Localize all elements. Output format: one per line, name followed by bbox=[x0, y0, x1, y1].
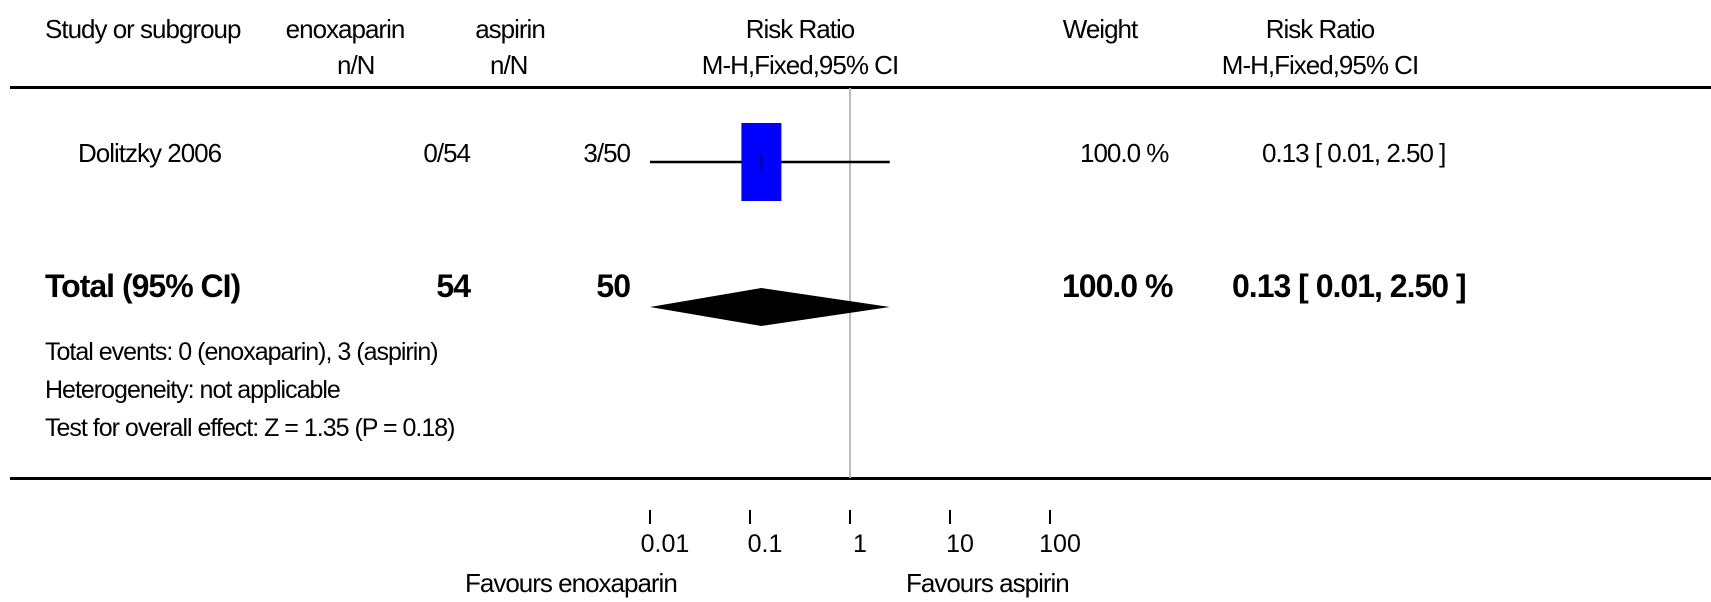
footer-rule bbox=[10, 477, 1711, 480]
header-aspirin: aspirin bbox=[475, 14, 546, 44]
total-events: Total events: 0 (enoxaparin), 3 (aspirin… bbox=[45, 338, 439, 366]
study-name: Dolitzky 2006 bbox=[78, 138, 222, 168]
axis-tick-label: 0.1 bbox=[748, 530, 783, 558]
header-risk-ratio: Risk Ratio bbox=[745, 14, 855, 44]
header-study: Study or subgroup bbox=[45, 14, 241, 44]
total-ci-high: 2.50 bbox=[1389, 268, 1449, 304]
axis-tick-label: 0.01 bbox=[641, 530, 690, 558]
overall-effect-test: Test for overall effect: Z = 1.35 (P = 0… bbox=[45, 414, 455, 442]
header-enoxaparin-nn: n/N bbox=[337, 50, 375, 80]
header-risk-ratio-2-method: M-H,Fixed,95% CI bbox=[1221, 50, 1419, 80]
total-label: Total (95% CI) bbox=[45, 268, 241, 304]
axis-tick-label: 100 bbox=[1039, 530, 1081, 558]
header-risk-ratio-2: Risk Ratio bbox=[1265, 14, 1375, 44]
header-risk-ratio-method: M-H,Fixed,95% CI bbox=[701, 50, 899, 80]
axis-tick-label: 10 bbox=[946, 530, 974, 558]
study-aspirin-count: 3/50 bbox=[583, 138, 631, 168]
study-enoxaparin-count: 0/54 bbox=[423, 138, 471, 168]
header-weight: Weight bbox=[1062, 14, 1138, 44]
pooled-diamond bbox=[650, 288, 890, 326]
axis-tick-label: 1 bbox=[853, 530, 867, 558]
total-weight: 100.0 % bbox=[1062, 268, 1173, 304]
total-risk-ratio-ci: 0.13 [ 0.01, 2.50 ] bbox=[1232, 268, 1467, 304]
favours-enoxaparin-label: Favours enoxaparin bbox=[465, 568, 678, 598]
favours-aspirin-label: Favours aspirin bbox=[906, 568, 1070, 598]
header-rule bbox=[10, 86, 1711, 89]
total-estimate: 0.13 bbox=[1232, 268, 1291, 304]
total-enoxaparin: 54 bbox=[436, 268, 471, 304]
total-ci-low: 0.01, bbox=[1315, 268, 1383, 304]
header-enoxaparin: enoxaparin bbox=[285, 14, 406, 44]
heterogeneity: Heterogeneity: not applicable bbox=[45, 376, 341, 404]
study-weight: 100.0 % bbox=[1080, 138, 1169, 168]
study-risk-ratio-ci: 0.13 [ 0.01, 2.50 ] bbox=[1262, 138, 1446, 168]
header-aspirin-nn: n/N bbox=[490, 50, 528, 80]
total-aspirin: 50 bbox=[596, 268, 631, 304]
